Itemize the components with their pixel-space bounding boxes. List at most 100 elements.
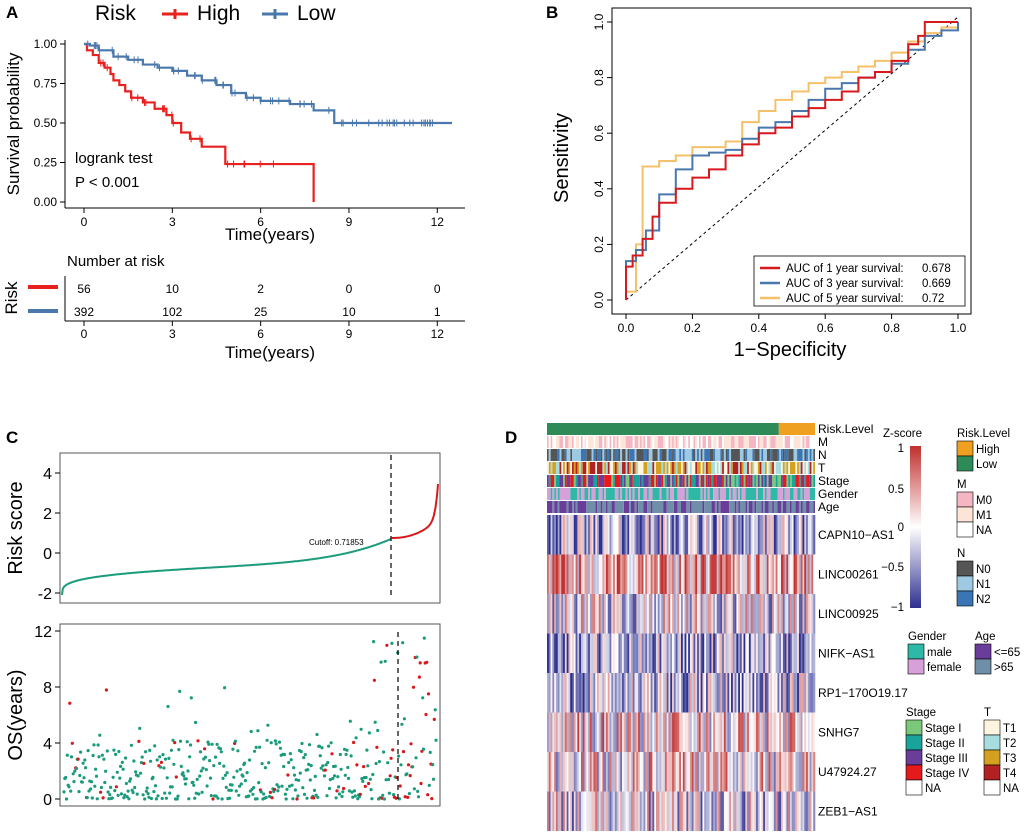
heatmap-cell xyxy=(684,752,687,792)
heatmap-gene-label: SNHG7 xyxy=(818,725,860,739)
heatmap-cell xyxy=(791,712,794,752)
heatmap-cell xyxy=(645,515,648,555)
os-point xyxy=(424,712,428,717)
heatmap-cell xyxy=(789,673,793,713)
heatmap-cell xyxy=(654,515,657,555)
heatmap-cell xyxy=(697,515,700,555)
os-point xyxy=(321,764,325,768)
roc-panel: 0.00.20.40.60.81.0 0.0 0.2 0.4 0.6 0.8 1.0 Se… xyxy=(551,7,972,361)
heatmap-cell xyxy=(602,594,605,634)
os-point xyxy=(319,766,323,770)
annot-row-label: Gender xyxy=(818,487,858,501)
heatmap-cell xyxy=(620,791,623,831)
heatmap-cell xyxy=(623,594,626,634)
heatmap-cell xyxy=(559,752,562,792)
heatmap-cell xyxy=(784,554,787,594)
heatmap-cell xyxy=(620,554,623,594)
heatmap-cell xyxy=(775,633,778,673)
os-point xyxy=(171,738,175,742)
heatmap-cell xyxy=(627,515,630,555)
os-point xyxy=(62,790,66,794)
heatmap-cell xyxy=(736,515,739,555)
heatmap-cell xyxy=(563,554,566,594)
heatmap-cell xyxy=(772,633,775,673)
heatmap-cell xyxy=(650,594,653,634)
heatmap-cell xyxy=(647,554,650,594)
heatmap-cell xyxy=(614,791,617,831)
heatmap-cell xyxy=(775,791,778,831)
heatmap-cell xyxy=(722,515,725,555)
heatmap-cell xyxy=(791,554,794,594)
os-point xyxy=(324,763,328,767)
heatmap-cell xyxy=(752,554,755,594)
heatmap-cell xyxy=(738,791,741,831)
heatmap-cell xyxy=(756,594,759,634)
os-point xyxy=(104,688,108,692)
os-point xyxy=(79,750,83,754)
heatmap-cell xyxy=(552,673,555,713)
os-point xyxy=(245,771,249,775)
heatmap-cell xyxy=(797,712,800,752)
os-point xyxy=(81,761,85,765)
heatmap-cell xyxy=(582,752,585,792)
heatmap-cell xyxy=(555,791,559,831)
heatmap-cell xyxy=(681,594,684,634)
heatmap-cell xyxy=(682,791,685,831)
heatmap-cell xyxy=(582,673,585,713)
heatmap-cell xyxy=(620,594,623,634)
heatmap-cell xyxy=(572,752,575,792)
heatmap-cell xyxy=(582,712,585,752)
heatmap-cell xyxy=(663,673,666,713)
os-point xyxy=(241,774,245,778)
heatmap-cell xyxy=(739,633,743,673)
heatmap-cell xyxy=(772,752,775,792)
os-point xyxy=(426,793,430,797)
heatmap-cell xyxy=(623,712,626,752)
os-point xyxy=(275,783,279,787)
heatmap-cell xyxy=(677,673,680,713)
heatmap-cell xyxy=(623,673,626,713)
heatmap-cell xyxy=(764,633,768,673)
heatmap-cell xyxy=(711,594,714,634)
heatmap-cell xyxy=(550,673,553,713)
os-point xyxy=(358,792,362,797)
heatmap-cell xyxy=(795,515,798,555)
heatmap-cell xyxy=(575,791,578,831)
os-point xyxy=(166,704,170,709)
heatmap-cell xyxy=(704,594,707,634)
heatmap-cell xyxy=(677,554,680,594)
os-point xyxy=(329,741,333,745)
os-point xyxy=(209,794,213,798)
roc-legend: AUC of 1 year survival: AUC of 3 year su… xyxy=(753,255,966,307)
heatmap-cell xyxy=(579,791,582,831)
roc-y-title: Sensitivity xyxy=(551,113,573,203)
heatmap-cell xyxy=(700,594,703,634)
heatmap-cell xyxy=(652,515,655,555)
heatmap-cell xyxy=(761,752,764,792)
heatmap-cell xyxy=(554,752,557,792)
heatmap-cell xyxy=(786,791,789,831)
heatmap-cell xyxy=(613,791,616,831)
os-point xyxy=(375,745,379,749)
heatmap-cell xyxy=(757,554,760,594)
heatmap-cell xyxy=(757,673,760,713)
heatmap-cell xyxy=(600,752,603,792)
heatmap-cell xyxy=(704,515,707,555)
heatmap-cell xyxy=(618,515,621,555)
heatmap-cell xyxy=(743,712,746,752)
os-point xyxy=(113,789,117,793)
heatmap-cell xyxy=(723,594,726,634)
heatmap-cell xyxy=(727,515,730,555)
heatmap-cell xyxy=(761,594,764,634)
heatmap-cell xyxy=(623,554,626,594)
heatmap-cell xyxy=(645,594,648,634)
heatmap-cell xyxy=(727,633,730,673)
heatmap-cell xyxy=(725,752,728,792)
heatmap-cell xyxy=(789,554,793,594)
os-point xyxy=(260,762,264,766)
heatmap-cell xyxy=(739,554,743,594)
heatmap-cell xyxy=(738,712,741,752)
annot-stage-cells xyxy=(547,475,812,487)
heatmap-cell xyxy=(731,554,734,594)
os-point xyxy=(327,744,331,748)
